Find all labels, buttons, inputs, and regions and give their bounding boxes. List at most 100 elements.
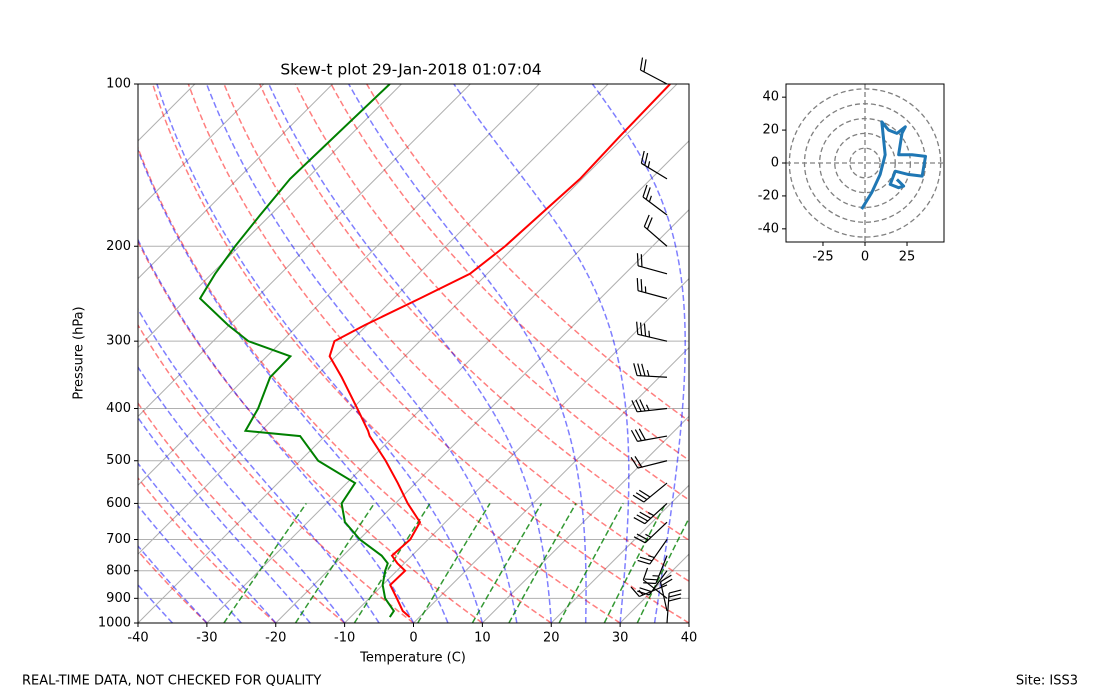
y-tick-label: 800: [106, 563, 131, 578]
y-tick-label: -20: [758, 188, 779, 203]
barb-staff: [643, 555, 668, 585]
barb-staff: [633, 363, 668, 378]
x-tick-label: -25: [812, 250, 833, 265]
isotherm: [275, 209, 689, 623]
wind-barb: [636, 278, 668, 300]
axes-frame: [785, 83, 945, 243]
barb-staff: [642, 184, 668, 216]
y-tick-label: 20: [762, 123, 779, 138]
mixing-ratio-line: [508, 503, 577, 623]
wind-barb: [630, 456, 668, 469]
dry-adiabat: [151, 84, 621, 623]
mixing-ratio-line: [558, 503, 624, 623]
y-tick-label: 200: [106, 239, 131, 254]
moist-adiabat: [156, 84, 484, 623]
wind-barb: [642, 184, 668, 216]
isotherm: [413, 346, 689, 623]
range-ring: [849, 147, 881, 179]
y-tick-label: 40: [762, 90, 779, 105]
barb-staff: [632, 482, 668, 503]
wind-barb: [637, 570, 668, 596]
barb-staff: [666, 589, 682, 624]
dry-adiabat: [223, 84, 689, 583]
moist-adiabat: [138, 307, 380, 623]
x-tick-label: 40: [681, 631, 698, 646]
dry-adiabat: [138, 401, 346, 623]
mixing-ratio-line: [294, 503, 375, 623]
wind-barb: [633, 521, 668, 544]
x-tick-label: 0: [409, 631, 417, 646]
y-tick-label: 600: [106, 496, 131, 511]
wind-barb: [643, 214, 668, 247]
wind-barb: [631, 399, 668, 413]
isotherm: [138, 84, 265, 211]
barb-staff: [633, 502, 668, 525]
dry-adiabat: [259, 84, 689, 542]
isotherm: [138, 84, 333, 280]
moist-adiabat: [138, 544, 208, 623]
moist-adiabat: [138, 238, 415, 623]
barb-staff: [630, 456, 668, 469]
y-tick-label: 100: [106, 77, 131, 92]
y-tick-label: 900: [106, 591, 131, 606]
barb-staff: [636, 321, 668, 342]
profile-line: [328, 84, 671, 618]
wind-barb: [666, 589, 682, 624]
dry-adiabat: [294, 84, 689, 501]
wind-barb: [633, 502, 668, 525]
x-axis-label: Temperature (C): [359, 651, 466, 666]
profile-line: [198, 84, 396, 618]
isotherm: [138, 84, 471, 418]
barb-staff: [633, 521, 668, 544]
moist-adiabat: [348, 84, 587, 623]
moist-adiabat: [138, 365, 346, 623]
dry-adiabat: [138, 549, 208, 623]
moist-adiabat: [138, 416, 311, 623]
isotherm: [138, 84, 540, 486]
chart-title: Skew-t plot 29-Jan-2018 01:07:04: [280, 61, 541, 79]
wind-barb: [633, 363, 668, 378]
isotherm: [619, 553, 689, 623]
x-tick-label: -40: [127, 631, 148, 646]
dry-adiabat: [138, 146, 552, 623]
wind-barb: [639, 57, 668, 85]
isotherm: [138, 84, 402, 349]
barb-staff: [639, 57, 668, 85]
moist-adiabat: [688, 619, 689, 623]
hodograph-line: [860, 120, 928, 210]
dry-adiabat: [138, 476, 277, 623]
wind-barb: [637, 539, 668, 565]
wind-barb: [632, 482, 668, 503]
wind-barb: [643, 555, 668, 585]
axes-frame: [137, 83, 690, 624]
isotherm: [688, 622, 689, 623]
y-tick-label: 1000: [98, 616, 131, 631]
barb-staff: [643, 214, 668, 247]
barb-staff: [637, 570, 668, 596]
isotherm: [550, 484, 689, 623]
isotherm: [344, 277, 689, 623]
barb-staff: [637, 539, 668, 565]
isotherm: [482, 415, 689, 623]
footer-note: REAL-TIME DATA, NOT CHECKED FOR QUALITY: [22, 674, 321, 689]
y-tick-label: 500: [106, 453, 131, 468]
moist-adiabat: [591, 84, 686, 623]
y-tick-label: 700: [106, 532, 131, 547]
barb-staff: [630, 428, 668, 442]
barb-staff: [631, 399, 668, 413]
isotherm: [206, 140, 689, 623]
mixing-ratio-line: [603, 503, 667, 623]
moist-adiabat: [268, 84, 552, 623]
mixing-ratio-line: [636, 516, 689, 623]
x-tick-label: 10: [474, 631, 491, 646]
dry-adiabat: [138, 323, 414, 623]
hodograph-plot-area: [786, 84, 944, 242]
y-axis-label: Pressure (hPa): [72, 306, 87, 399]
y-tick-label: 0: [771, 156, 779, 171]
wind-barb: [640, 150, 668, 180]
y-tick-label: 400: [106, 401, 131, 416]
mixing-ratio-line: [353, 503, 431, 623]
mixing-ratio-line: [223, 502, 307, 623]
x-tick-label: 25: [899, 250, 916, 265]
